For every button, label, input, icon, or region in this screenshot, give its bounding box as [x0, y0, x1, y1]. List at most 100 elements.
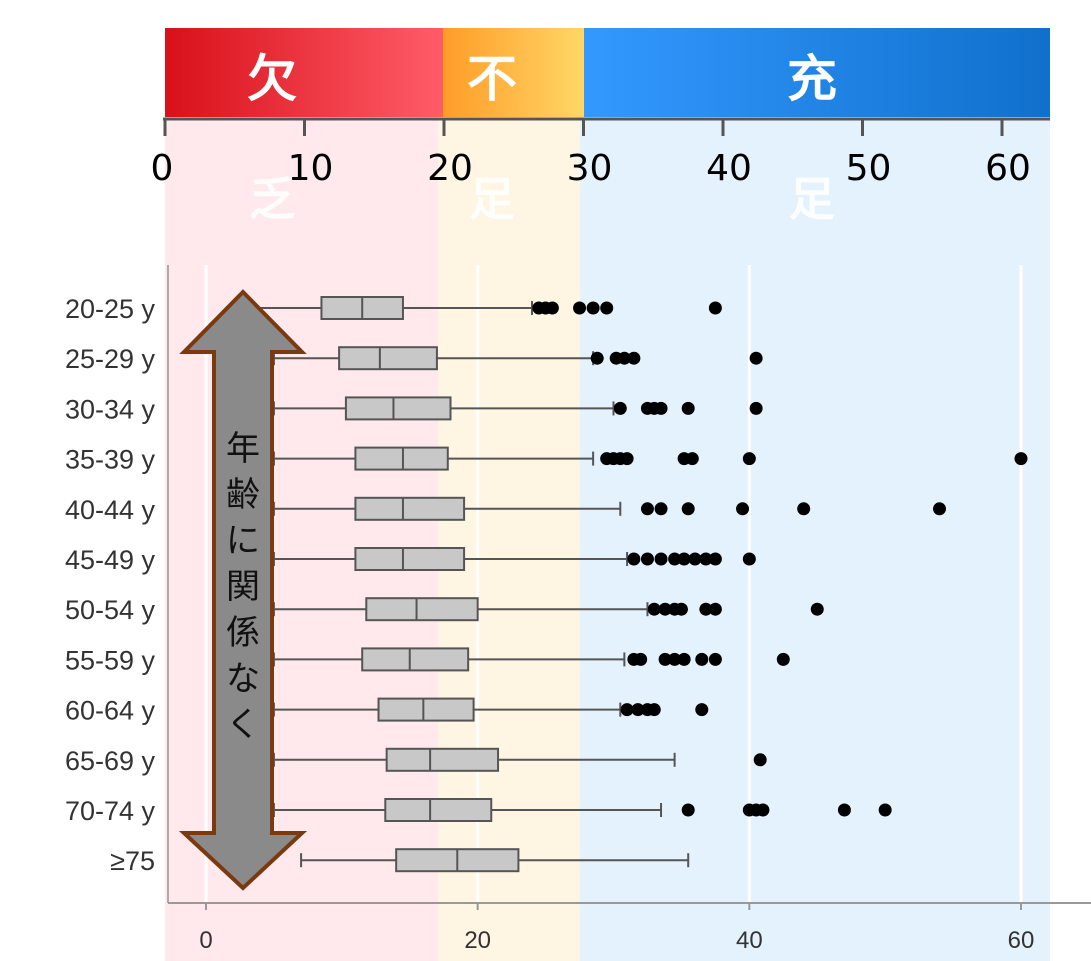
category-label: 55-59 y — [65, 645, 156, 675]
zone-insufficient — [438, 117, 580, 961]
background-zones — [165, 117, 1050, 961]
iqr-box — [385, 747, 500, 772]
iqr-box — [354, 547, 466, 571]
band-sufficient — [584, 28, 1050, 117]
top-scale-tick-label: 10 — [288, 148, 334, 189]
boxplot-row — [272, 647, 790, 672]
outlier-point — [749, 351, 763, 365]
band-sufficient-label: 充 — [787, 50, 837, 108]
outlier-point — [677, 652, 691, 666]
arrow-annotation-char: 年 — [226, 429, 260, 469]
band-deficient-sublabel: 乏 — [249, 172, 295, 226]
outlier-point — [613, 401, 627, 415]
outlier-point — [590, 351, 604, 365]
top-scale-tick-label: 20 — [427, 148, 473, 189]
outlier-point — [742, 452, 756, 466]
category-label: 20-25 y — [65, 294, 156, 324]
outlier-point — [776, 652, 790, 666]
x-axis-tick-label: 0 — [199, 927, 212, 954]
zone-sufficient — [580, 117, 1050, 961]
outlier-point — [810, 602, 824, 616]
iqr-box — [361, 647, 470, 672]
boxplot-area: 20-25 y 25-29 y 30-34 y 35-39 y 40-44 y 45-49… — [65, 265, 1091, 954]
outlier-point — [699, 602, 713, 616]
outlier-point — [708, 602, 722, 616]
iqr-box — [354, 446, 449, 471]
outlier-point — [688, 552, 702, 566]
top-scale-tick-label: 30 — [567, 148, 613, 189]
outlier-point — [797, 502, 811, 516]
outlier-point — [640, 552, 654, 566]
boxplot-row — [272, 747, 767, 772]
outlier-point — [620, 452, 634, 466]
outlier-point — [668, 652, 682, 666]
double-arrow-icon — [178, 289, 308, 891]
category-label: 70-74 y — [65, 796, 156, 826]
outlier-point — [627, 351, 641, 365]
outlier-point — [654, 401, 668, 415]
outlier-point — [736, 502, 750, 516]
outlier-point — [753, 753, 767, 767]
outlier-point — [647, 703, 661, 717]
outlier-point — [685, 452, 699, 466]
arrow-annotation-char: く — [226, 705, 260, 745]
outlier-point — [627, 552, 641, 566]
outlier-point — [617, 351, 631, 365]
outlier-point — [708, 652, 722, 666]
outlier-point — [545, 301, 559, 315]
band-insufficient — [443, 28, 584, 117]
outlier-point — [674, 602, 688, 616]
category-label: ≥75 — [110, 846, 155, 876]
arrow-annotation-char: 齢 — [226, 475, 260, 515]
boxplot-row — [300, 848, 690, 873]
x-axis-tick-label: 60 — [1008, 927, 1035, 954]
boxplot-row — [272, 396, 763, 421]
category-label: 45-49 y — [65, 545, 156, 575]
arrow-annotation-char: 関 — [226, 567, 260, 607]
band-sufficient-sublabel: 足 — [789, 172, 835, 226]
band-deficient-label: 欠 — [247, 50, 297, 108]
category-label: 30-34 y — [65, 394, 156, 424]
iqr-box — [338, 346, 438, 371]
x-axis-tick-label: 20 — [464, 927, 491, 954]
category-label: 40-44 y — [65, 495, 156, 525]
top-scale: 0 10 20 30 40 50 60 — [151, 117, 1050, 189]
iqr-box — [354, 496, 466, 521]
outlier-point — [647, 602, 661, 616]
outlier-point — [681, 803, 695, 817]
top-scale-tick-label: 40 — [706, 148, 752, 189]
top-scale-tick-label: 0 — [151, 148, 174, 189]
boxplot-row — [272, 446, 1028, 471]
x-axis-tick-label: 40 — [736, 927, 763, 954]
arrow-annotation-char: に — [226, 521, 260, 561]
outlier-point — [837, 803, 851, 817]
outlier-point — [878, 803, 892, 817]
outlier-point — [658, 652, 672, 666]
outlier-point — [586, 301, 600, 315]
outlier-point — [668, 552, 682, 566]
category-label: 25-29 y — [65, 344, 156, 374]
iqr-box — [344, 396, 452, 421]
outlier-point — [620, 703, 634, 717]
outlier-point — [1014, 452, 1028, 466]
outlier-point — [749, 401, 763, 415]
outlier-point — [654, 552, 668, 566]
category-label: 60-64 y — [65, 696, 156, 726]
outlier-point — [631, 703, 645, 717]
outlier-point — [600, 301, 614, 315]
outlier-point — [658, 602, 672, 616]
band-insufficient-label: 不 — [467, 50, 517, 108]
outlier-point — [573, 301, 587, 315]
iqr-box — [384, 798, 493, 822]
top-scale-tick-label: 60 — [985, 148, 1031, 189]
outlier-point — [756, 803, 770, 817]
category-label: 65-69 y — [65, 746, 156, 776]
band-deficient — [165, 28, 443, 117]
boxplot-row — [272, 346, 763, 371]
outlier-point — [640, 502, 654, 516]
top-scale-tick-label: 50 — [846, 148, 892, 189]
boxplot-row — [272, 798, 892, 822]
iqr-box — [365, 597, 479, 622]
